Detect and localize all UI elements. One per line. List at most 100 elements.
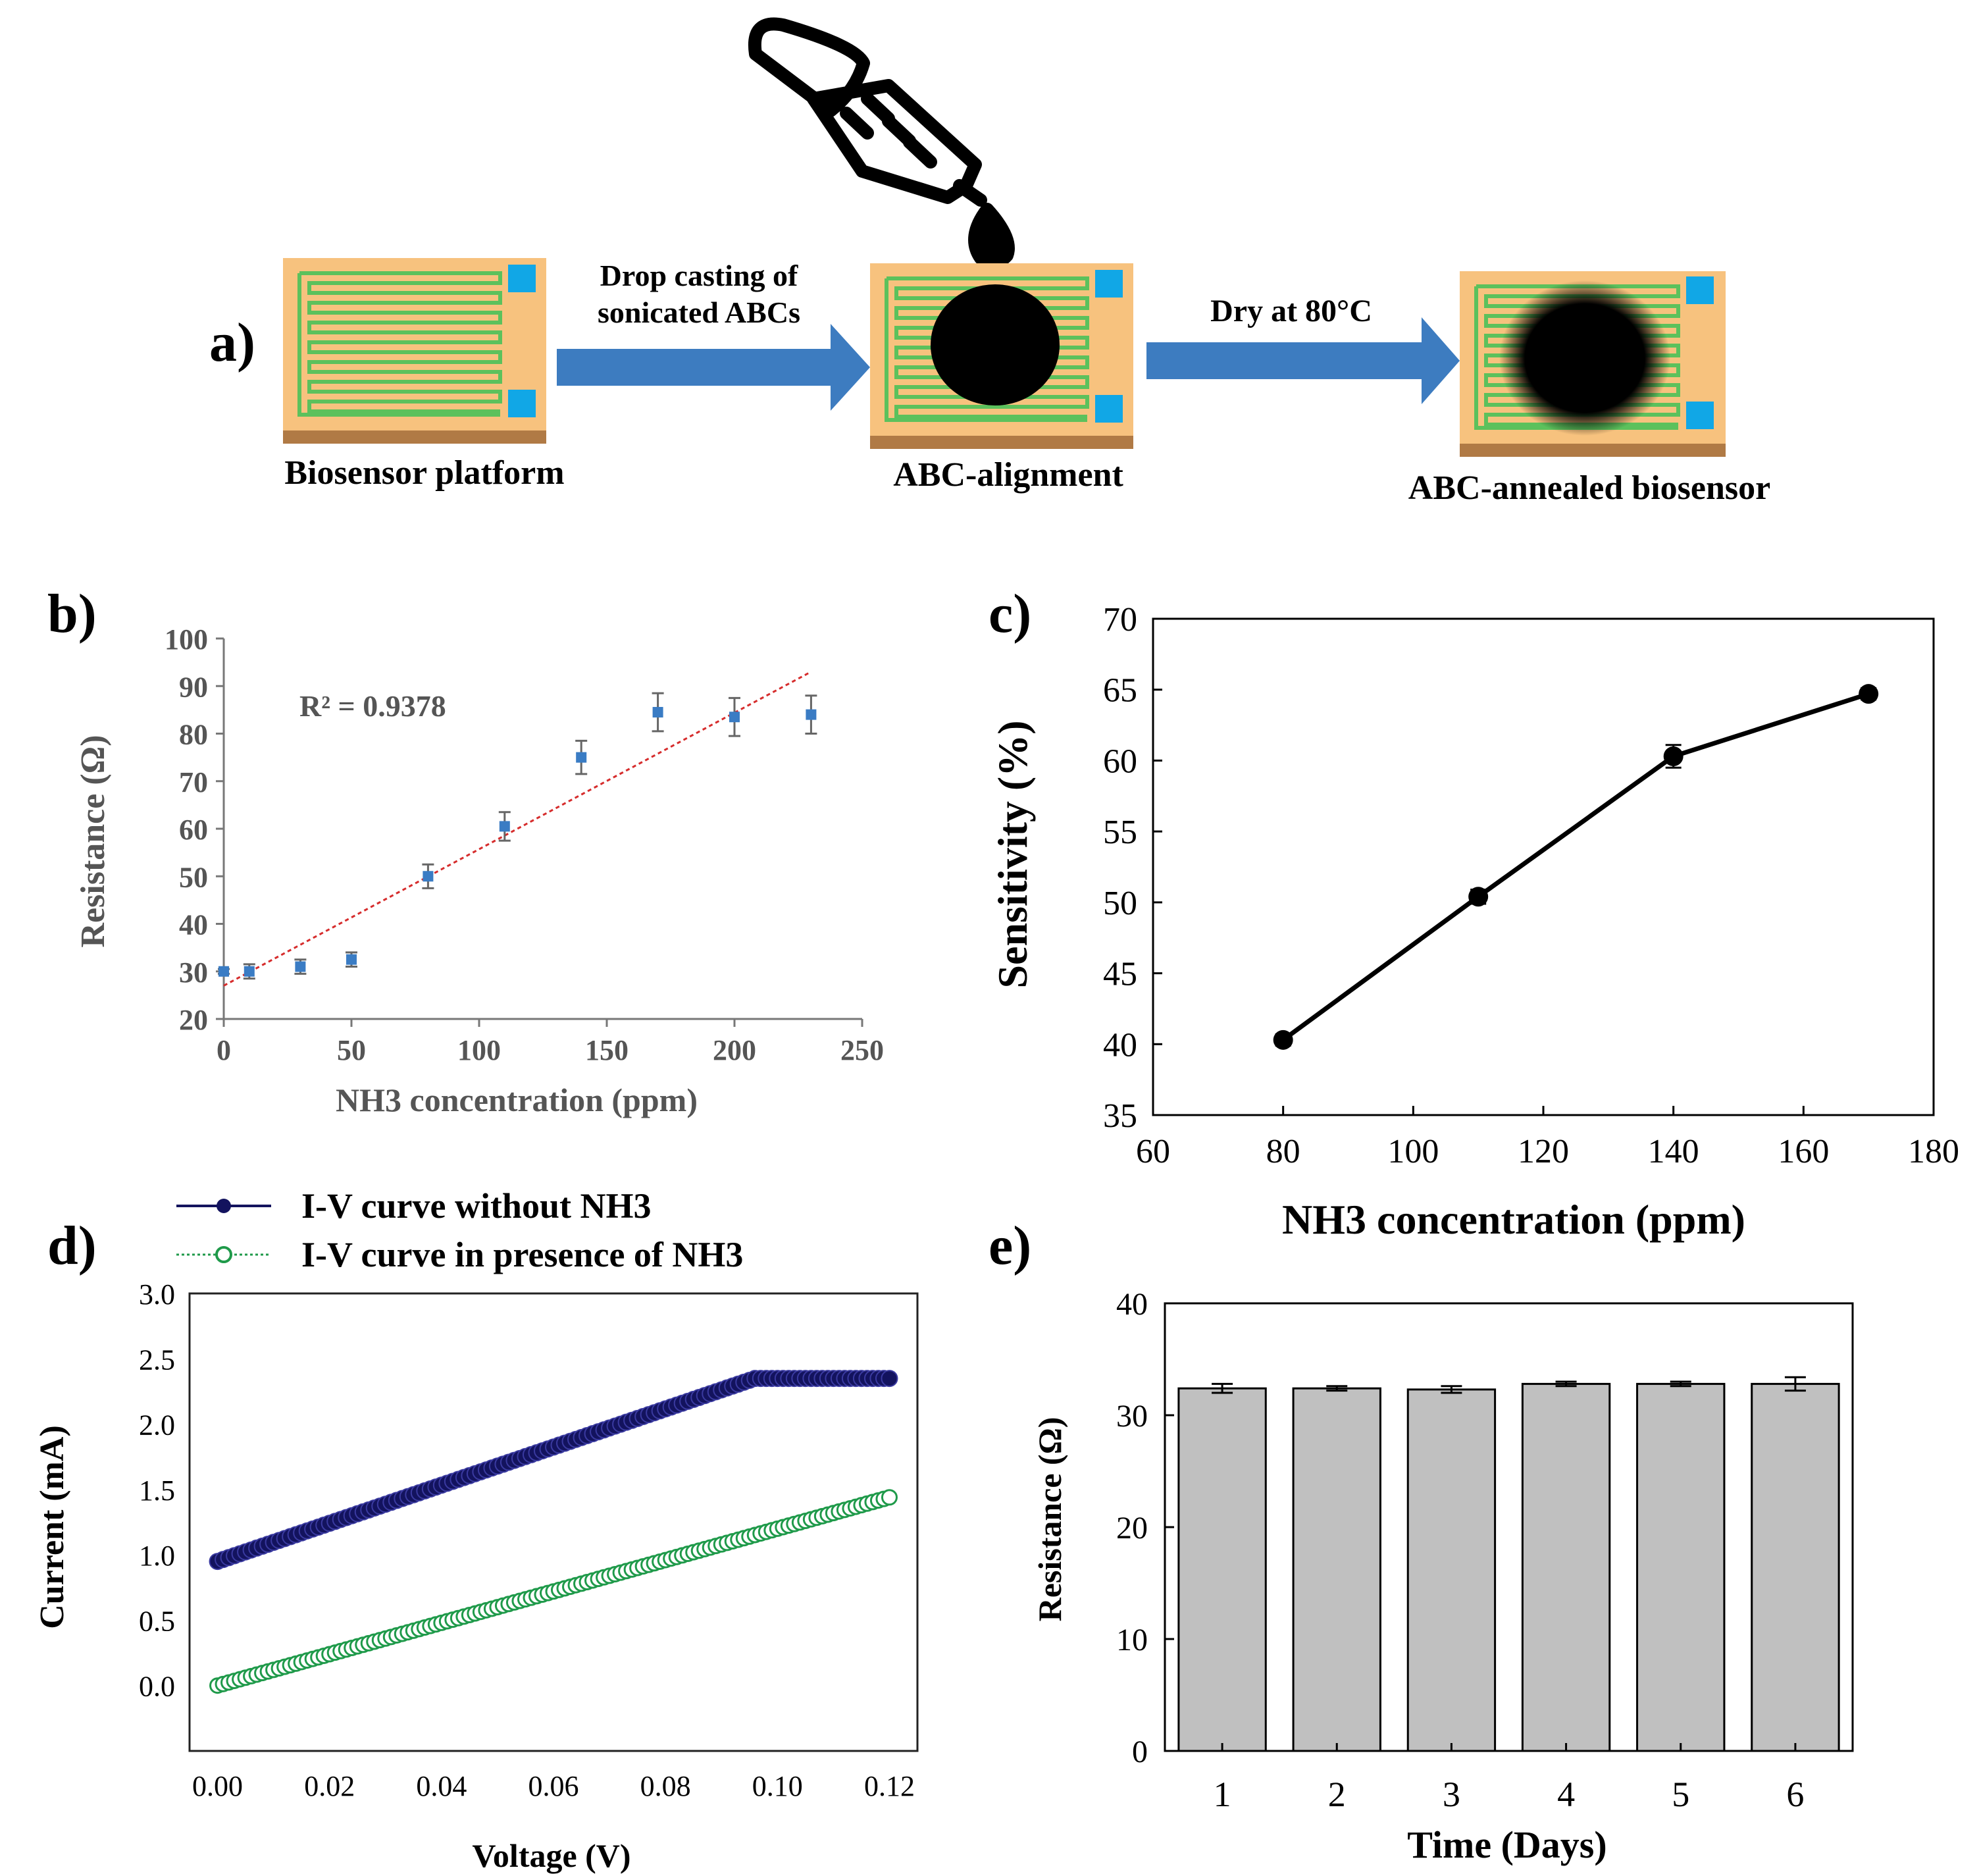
panel-b-axes: 20 30 40 50 60 70 80 90 100 0 50 100 150 200 250 — [165, 623, 884, 1066]
panel-b-trendline — [223, 671, 812, 987]
panel-b-point — [244, 966, 255, 977]
panel-d-x-tick-label: 0.06 — [528, 1770, 579, 1802]
panel-d-y-tick-label: 0.0 — [139, 1671, 175, 1703]
panel-a: a) Biosensor platform Drop casting of so… — [209, 17, 1770, 507]
panel-d-y-tick-label: 1.5 — [139, 1474, 175, 1507]
panel-d-y-tick-label: 2.0 — [139, 1409, 175, 1442]
process-arrow-icon — [1146, 317, 1460, 404]
panel-c-x-tick-label: 100 — [1387, 1133, 1439, 1170]
panel-b-y-tick-label: 40 — [179, 909, 208, 941]
abc-annealed-film — [1499, 280, 1670, 436]
panel-e-ylabel: Resistance (Ω) — [1031, 1417, 1068, 1622]
biosensor-chip-icon — [1460, 271, 1726, 457]
panel-a-label: a) — [209, 312, 255, 373]
panel-c-plot-frame — [1152, 617, 1935, 1116]
panel-e-plot-frame — [1164, 1302, 1854, 1752]
panel-e-x-tick-label: 5 — [1672, 1775, 1689, 1814]
panel-d-y-tick-label: 3.0 — [139, 1278, 175, 1311]
panel-d-plot-frame — [188, 1292, 919, 1752]
panel-c-ylabel: Sensitivity (%) — [989, 720, 1036, 988]
biosensor-chip-icon — [870, 263, 1133, 449]
panel-c-axes: 35 40 45 50 55 60 65 70 60 80 100 120 140 160 180 — [1103, 601, 1959, 1170]
panel-e-chart: e) 0 10 20 30 40 1 2 3 4 5 6 Time (Days) Resistan… — [989, 1215, 1854, 1866]
panel-e-x-tick-label: 2 — [1328, 1775, 1346, 1814]
panel-c-point — [1273, 1029, 1293, 1050]
panel-c-xlabel: NH3 concentration (ppm) — [1282, 1196, 1745, 1243]
step2-label: ABC-alignment — [893, 456, 1123, 494]
panel-d-x-tick-label: 0.08 — [640, 1770, 691, 1802]
panel-e-bar — [1292, 1387, 1381, 1752]
arrow1-label-line1: Drop casting of — [600, 259, 798, 292]
panel-b-point — [218, 966, 229, 977]
panel-b-x-tick-label: 50 — [337, 1034, 366, 1066]
panel-c-point — [1859, 684, 1879, 704]
panel-d-point-without-nh3 — [881, 1370, 898, 1388]
panel-c-y-tick-label: 55 — [1103, 814, 1137, 851]
panel-b-y-tick-label: 30 — [179, 956, 208, 989]
panel-b-y-tick-label: 100 — [165, 623, 208, 656]
panel-e-bar — [1636, 1382, 1726, 1752]
panel-c-y-tick-label: 45 — [1103, 956, 1137, 993]
legend-marker-with-nh3 — [215, 1246, 232, 1263]
panel-c-y-tick-label: 35 — [1103, 1097, 1137, 1135]
arrow1-label-line2: sonicated ABCs — [598, 296, 800, 329]
panel-b-y-tick-label: 80 — [179, 719, 208, 751]
panel-c-x-tick-label: 60 — [1136, 1133, 1170, 1170]
panel-b-x-tick-label: 200 — [713, 1034, 756, 1066]
panel-e-x-tick-label: 6 — [1786, 1775, 1804, 1814]
panel-c-x-tick-label: 160 — [1778, 1133, 1829, 1170]
arrow2-label: Dry at 80°C — [1210, 294, 1372, 328]
panel-c-x-tick-label: 180 — [1908, 1133, 1959, 1170]
panel-b-point — [295, 961, 306, 972]
panel-e-bars: 1 2 3 4 5 6 — [1177, 1376, 1840, 1814]
panel-b-point — [499, 821, 510, 832]
panel-d-x-tick-label: 0.02 — [304, 1770, 355, 1802]
panel-b-xlabel: NH3 concentration (ppm) — [336, 1081, 698, 1118]
panel-b-point — [806, 709, 817, 720]
panel-d-ylabel: Current (mA) — [34, 1425, 71, 1629]
panel-d-legend: I-V curve without NH3 I-V curve in prese… — [176, 1186, 743, 1274]
panel-e-axes: 0 10 20 30 40 — [1116, 1287, 1854, 1769]
legend-marker-without-nh3 — [217, 1199, 231, 1213]
panel-b-x-tick-label: 150 — [585, 1034, 629, 1066]
panel-d-x-tick-label: 0.12 — [864, 1770, 915, 1802]
step1-label: Biosensor platform — [284, 454, 564, 492]
panel-c-line — [1281, 691, 1870, 1042]
panel-c-x-tick-label: 120 — [1518, 1133, 1569, 1170]
legend-label-with-nh3: I-V curve in presence of NH3 — [301, 1235, 743, 1274]
panel-e-bar — [1406, 1388, 1497, 1752]
panel-c-y-tick-label: 70 — [1103, 601, 1137, 638]
panel-b-points — [218, 692, 817, 980]
panel-b-y-tick-label: 20 — [179, 1004, 208, 1036]
panel-e-bar — [1521, 1382, 1611, 1752]
panel-d-y-tick-label: 2.5 — [139, 1343, 175, 1376]
panel-e-x-tick-label: 1 — [1214, 1775, 1231, 1814]
panel-b-x-tick-label: 100 — [457, 1034, 501, 1066]
panel-b-chart: b) 20 30 40 50 60 70 80 90 100 0 50 100 150 200 250 R²… — [47, 583, 884, 1118]
panel-d-y-tick-label: 1.0 — [139, 1540, 175, 1572]
panel-b-point — [423, 871, 434, 882]
panel-c-x-tick-label: 140 — [1648, 1133, 1699, 1170]
panel-c-x-tick-label: 80 — [1266, 1133, 1300, 1170]
panel-d-axes: 0.0 0.5 1.0 1.5 2.0 2.5 3.0 0.00 0.02 0.04 0.06 0.0… — [139, 1278, 919, 1802]
panel-e-label: e) — [989, 1215, 1031, 1276]
abc-drop — [931, 284, 1060, 405]
panel-c-y-tick-label: 40 — [1103, 1026, 1137, 1064]
panel-b-y-tick-label: 70 — [179, 766, 208, 798]
panel-c-point — [1663, 746, 1683, 766]
panel-c-y-tick-label: 65 — [1103, 672, 1137, 710]
panel-c-point — [1468, 887, 1489, 907]
biosensor-chip-icon — [283, 258, 546, 444]
panel-e-x-tick-label: 3 — [1443, 1775, 1460, 1814]
panel-b-label: b) — [47, 583, 97, 644]
dropper-icon — [748, 17, 1015, 269]
panel-b-r-squared: R² = 0.9378 — [299, 689, 446, 723]
panel-c-y-tick-label: 50 — [1103, 885, 1137, 922]
panel-b-y-tick-label: 60 — [179, 814, 208, 846]
panel-e-y-tick-label: 40 — [1116, 1287, 1148, 1322]
panel-e-x-tick-label: 4 — [1557, 1775, 1575, 1814]
panel-c-series — [1273, 684, 1879, 1050]
panel-b-point — [652, 706, 663, 717]
panel-b-ylabel: Resistance (Ω) — [74, 735, 112, 947]
